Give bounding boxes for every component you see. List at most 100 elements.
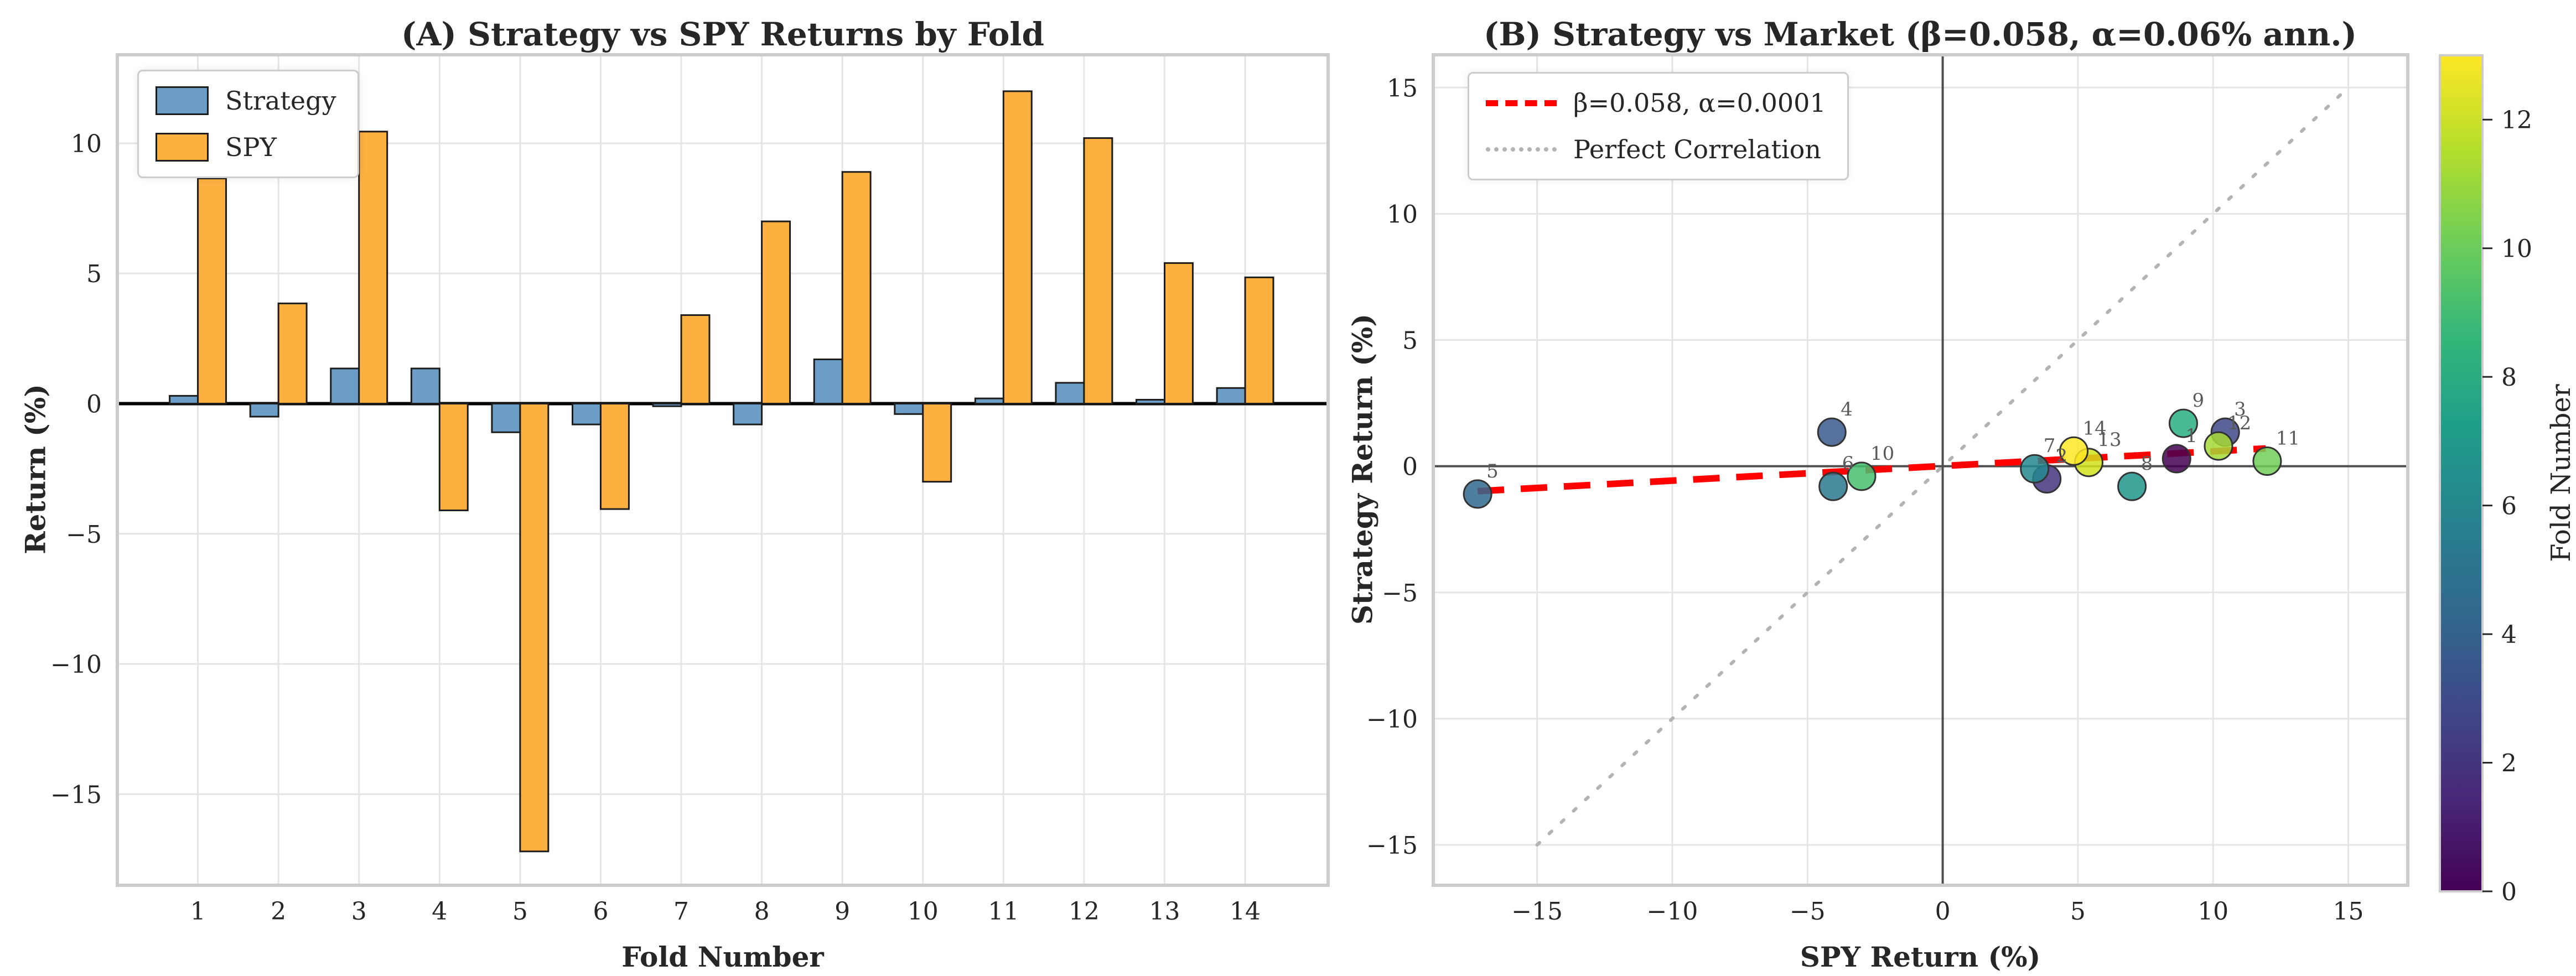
colorbar: 0 2 4 6 8 10 12: [2439, 54, 2532, 906]
scatter-point-fold-5: [1463, 479, 1492, 509]
tick-label: −5: [1382, 579, 1418, 608]
panel-a-ylabel: Return (%): [19, 384, 52, 554]
tick-label: 0: [2501, 878, 2517, 906]
scatter-point-fold-14: [2059, 436, 2089, 466]
tick-label: 3: [351, 897, 367, 926]
tick-label: 10: [2501, 235, 2532, 263]
tick-label: 1: [2185, 425, 2197, 447]
bar-spy-fold-8: [761, 220, 791, 405]
panel-b-xlabel: SPY Return (%): [1800, 941, 2041, 973]
tick-label: 9: [2192, 390, 2204, 412]
colorbar-label: Fold Number: [2546, 384, 2576, 562]
legend-label-regression: β=0.058, α=0.0001: [1573, 88, 1826, 118]
bar-spy-fold-4: [438, 403, 469, 511]
bar-spy-fold-1: [197, 178, 227, 405]
bar-spy-fold-7: [680, 314, 711, 405]
legend-item-regression: β=0.058, α=0.0001: [1486, 88, 1826, 118]
legend-label-identity: Perfect Correlation: [1573, 134, 1821, 164]
panel-b-title: (B) Strategy vs Market (β=0.058, α=0.06%…: [1484, 15, 2357, 53]
bar-spy-fold-2: [277, 302, 308, 405]
bar-strategy-fold-14: [1216, 387, 1246, 405]
scatter-point-fold-9: [2168, 408, 2198, 438]
tick-label: −10: [1366, 705, 1418, 734]
dotted-line-icon: [1486, 147, 1557, 152]
tick-label: −10: [50, 651, 102, 679]
panel-b-ylabel: Strategy Return (%): [1346, 313, 1379, 625]
scatter-point-fold-10: [1847, 461, 1877, 491]
tick-label: 4: [432, 897, 447, 926]
bar-strategy-fold-10: [894, 403, 924, 415]
scatter-point-fold-6: [1818, 471, 1848, 501]
bar-spy-fold-3: [358, 131, 388, 405]
tick-label: 9: [835, 897, 850, 926]
scatter-point-fold-8: [2117, 471, 2147, 501]
strategy-swatch-icon: [156, 86, 209, 115]
tick-label: 15: [1387, 74, 1418, 102]
tick-label: 0: [86, 391, 102, 419]
bar-spy-fold-11: [1002, 90, 1033, 405]
colorbar-gradient: [2439, 54, 2484, 892]
tick-label: −5: [1790, 897, 1826, 926]
tick-label: 2: [2501, 750, 2517, 778]
tick-label: −5: [66, 521, 102, 549]
bar-strategy-fold-11: [974, 397, 1004, 405]
legend-label-strategy: Strategy: [225, 86, 336, 116]
tick-label: 5: [86, 260, 102, 288]
bar-strategy-fold-12: [1055, 382, 1085, 405]
tick-label: 5: [512, 897, 528, 926]
scatter-point-fold-1: [2162, 444, 2191, 474]
bar-spy-fold-5: [519, 403, 550, 853]
legend-label-spy: SPY: [225, 132, 277, 162]
tick-label: 8: [2501, 364, 2517, 392]
bar-strategy-fold-2: [249, 403, 279, 418]
tick-label: 0: [1935, 897, 1951, 926]
dashed-line-icon: [1486, 100, 1557, 106]
tick-label: 7: [2044, 435, 2056, 457]
panel-b-frame: [1432, 53, 2409, 887]
bar-strategy-fold-7: [652, 403, 682, 407]
tick-label: 13: [2097, 429, 2121, 451]
panel-a-legend: Strategy SPY: [137, 70, 359, 178]
tick-label: −15: [1366, 832, 1418, 860]
tick-label: 3: [2234, 398, 2246, 420]
tick-label: 4: [2501, 621, 2517, 649]
tick-label: 6: [1842, 453, 1854, 475]
tick-label: 12: [1069, 897, 1100, 926]
legend-item-strategy: Strategy: [156, 86, 336, 116]
tick-label: 12: [2227, 412, 2251, 434]
tick-label: 6: [2501, 492, 2517, 521]
tick-label: 2: [271, 897, 286, 926]
tick-label: 10: [2197, 897, 2228, 926]
tick-label: 14: [2083, 417, 2107, 439]
tick-label: 5: [1402, 327, 1418, 355]
tick-label: 11: [988, 897, 1019, 926]
bar-strategy-fold-4: [410, 367, 440, 405]
tick-label: 7: [673, 897, 689, 926]
panel-a-xlabel: Fold Number: [621, 941, 824, 973]
tick-label: 8: [2141, 453, 2153, 475]
tick-label: 6: [593, 897, 608, 926]
tick-label: 0: [1402, 453, 1418, 481]
bar-spy-fold-6: [599, 403, 630, 510]
bar-spy-fold-13: [1163, 262, 1194, 405]
spy-swatch-icon: [156, 133, 209, 162]
tick-label: −10: [1647, 897, 1698, 926]
bar-strategy-fold-6: [572, 403, 602, 425]
tick-label: 10: [71, 130, 102, 158]
tick-label: −15: [50, 781, 102, 809]
panel-a-frame: [116, 53, 1330, 887]
tick-label: −15: [1511, 897, 1563, 926]
legend-item-spy: SPY: [156, 132, 336, 162]
bar-spy-fold-9: [841, 171, 872, 405]
tick-label: 15: [2333, 897, 2364, 926]
scatter-point-fold-11: [2252, 447, 2282, 476]
tick-label: 12: [2501, 106, 2532, 134]
bar-strategy-fold-3: [330, 367, 360, 405]
tick-label: 4: [1841, 398, 1853, 420]
tick-label: 8: [754, 897, 770, 926]
bar-strategy-fold-13: [1136, 398, 1165, 405]
